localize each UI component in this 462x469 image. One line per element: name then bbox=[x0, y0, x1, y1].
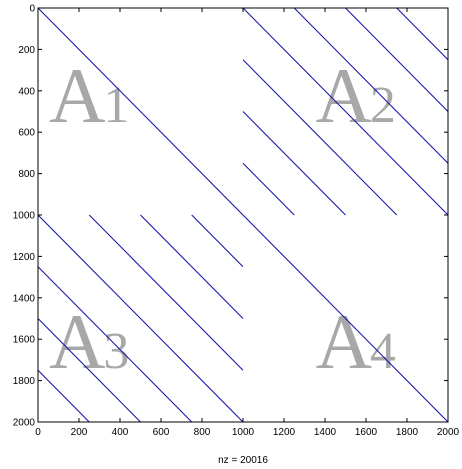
diagonal-a2-4 bbox=[396, 7, 449, 61]
y-tick-label: 1200 bbox=[13, 252, 36, 263]
diagonal-bands bbox=[37, 7, 449, 423]
diagonal-a3-9 bbox=[37, 266, 193, 423]
x-tick-label: 0 bbox=[35, 427, 41, 438]
diagonal-a3-8 bbox=[37, 214, 244, 423]
diagonal-a3-11 bbox=[37, 369, 90, 423]
block-labels: A1 A2 A3 A4 bbox=[49, 52, 396, 385]
y-tick-label: 0 bbox=[29, 4, 35, 15]
diagonal-a2-2 bbox=[293, 7, 449, 164]
y-tick-label: 1400 bbox=[13, 293, 36, 304]
diagonal-a4-15 bbox=[242, 214, 449, 423]
diagonal-a3-12 bbox=[88, 214, 244, 371]
x-tick-label: 2000 bbox=[437, 427, 460, 438]
block-label-a1: A1 bbox=[49, 52, 129, 139]
diagonal-a3-14 bbox=[191, 214, 244, 268]
axis-ticks bbox=[37, 7, 449, 423]
y-tick-label: 200 bbox=[18, 45, 35, 56]
diagonal-a3-13 bbox=[140, 214, 244, 319]
diagonal-a2-7 bbox=[242, 162, 295, 216]
y-tick-label: 800 bbox=[18, 169, 35, 180]
y-tick-label: 1600 bbox=[13, 335, 36, 346]
diagonal-a3-10 bbox=[37, 318, 141, 423]
diagonal-a2-3 bbox=[345, 7, 449, 112]
y-tick-label: 600 bbox=[18, 128, 35, 139]
axis-tick-labels: 0 200 400 600 800 1000 1200 1400 1600 1800 2000020… bbox=[13, 4, 460, 439]
x-tick-label: 1800 bbox=[396, 427, 419, 438]
x-axis-label: nz = 20016 bbox=[218, 455, 268, 466]
y-tick-label: 2000 bbox=[13, 418, 36, 429]
x-tick-label: 1200 bbox=[273, 427, 296, 438]
diagonal-a2-6 bbox=[242, 111, 346, 216]
block-label-a2: A2 bbox=[316, 52, 396, 139]
diagonal-a1-0 bbox=[37, 7, 244, 216]
x-tick-label: 600 bbox=[153, 427, 170, 438]
diagonal-a2-1 bbox=[242, 7, 449, 216]
y-tick-label: 400 bbox=[18, 86, 35, 97]
block-label-a4: A4 bbox=[316, 298, 396, 385]
x-tick-label: 800 bbox=[194, 427, 211, 438]
diagonal-a2-5 bbox=[242, 59, 398, 216]
block-label-a3: A3 bbox=[49, 298, 129, 385]
y-tick-label: 1800 bbox=[13, 376, 36, 387]
x-tick-label: 1400 bbox=[314, 427, 337, 438]
y-tick-label: 1000 bbox=[13, 211, 36, 222]
x-tick-label: 200 bbox=[71, 427, 88, 438]
x-tick-label: 1600 bbox=[355, 427, 378, 438]
x-tick-label: 400 bbox=[112, 427, 129, 438]
x-tick-label: 1000 bbox=[232, 427, 255, 438]
